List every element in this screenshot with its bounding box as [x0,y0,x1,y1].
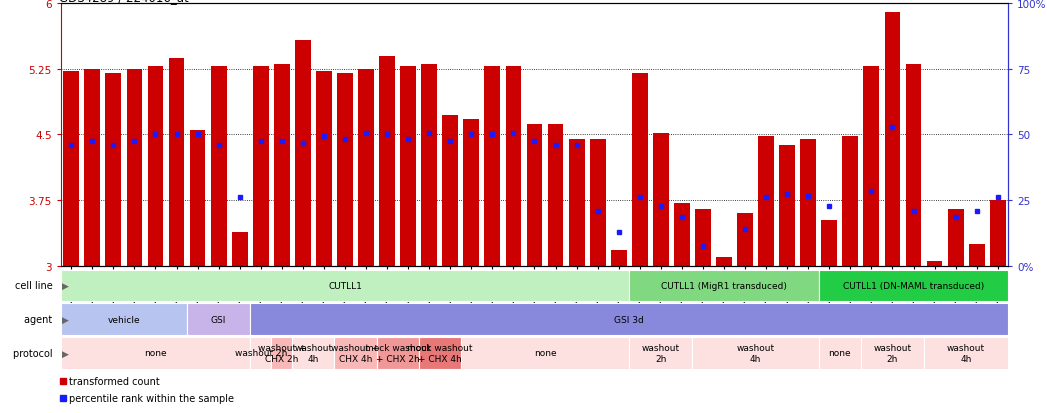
Text: washout
4h: washout 4h [736,344,775,363]
Bar [948,209,963,266]
Text: CUTLL1 (DN-MAML transduced): CUTLL1 (DN-MAML transduced) [843,281,984,290]
Bar [148,67,163,266]
Text: protocol: protocol [13,348,59,358]
Bar [692,337,819,369]
Text: vehicle: vehicle [108,315,140,324]
Bar [250,337,271,369]
Bar [695,209,711,266]
Bar [61,337,250,369]
Bar [629,270,819,301]
Text: CUTLL1 (MigR1 transduced): CUTLL1 (MigR1 transduced) [661,281,787,290]
Text: washout
4h: washout 4h [294,344,333,363]
Bar [843,137,859,266]
Bar [190,131,205,266]
Bar [292,337,334,369]
Text: transformed count: transformed count [69,376,160,386]
Bar [632,74,648,266]
Text: agent: agent [24,314,59,324]
Bar [295,41,311,266]
Text: ▶: ▶ [62,349,69,358]
Bar [629,337,692,369]
Bar [85,69,101,266]
Text: ▶: ▶ [62,315,69,324]
Bar [271,337,292,369]
Text: washout
4h: washout 4h [948,344,985,363]
Bar [548,125,563,266]
Bar [819,270,1008,301]
Text: none: none [828,349,851,358]
Text: GDS4289 / 224016_at: GDS4289 / 224016_at [59,0,188,4]
Bar [250,304,1008,335]
Bar [337,74,353,266]
Bar [379,57,395,266]
Bar [589,140,605,266]
Bar [358,69,374,266]
Bar [653,133,669,266]
Text: none: none [144,349,166,358]
Bar [61,270,629,301]
Bar [127,69,142,266]
Bar [187,304,250,335]
Text: washout +
CHX 2h: washout + CHX 2h [258,344,306,363]
Bar [506,67,521,266]
Text: washout 2h: washout 2h [235,349,287,358]
Bar [758,137,774,266]
Bar [861,337,925,369]
Bar [253,67,269,266]
Text: CUTLL1: CUTLL1 [328,281,362,290]
Bar [419,337,461,369]
Bar [316,72,332,266]
Bar [906,65,921,266]
Bar [377,337,419,369]
Bar [400,67,416,266]
Bar [885,13,900,266]
Bar [716,257,732,266]
Bar [464,119,480,266]
Bar [274,65,290,266]
Bar [210,67,226,266]
Bar [461,337,629,369]
Text: percentile rank within the sample: percentile rank within the sample [69,393,235,403]
Text: GSI 3d: GSI 3d [615,315,644,324]
Text: washout
2h: washout 2h [642,344,680,363]
Bar [443,116,459,266]
Bar [779,145,795,266]
Bar [334,337,377,369]
Text: mock washout
+ CHX 4h: mock washout + CHX 4h [407,344,472,363]
Bar [819,337,861,369]
Bar [527,125,542,266]
Bar [61,304,187,335]
Text: washout
2h: washout 2h [873,344,912,363]
Bar [927,261,942,266]
Bar [485,67,500,266]
Text: GSI: GSI [210,315,226,324]
Bar [421,65,437,266]
Bar [989,200,1005,266]
Bar [737,214,753,266]
Bar [925,337,1008,369]
Text: ▶: ▶ [62,281,69,290]
Bar [822,221,838,266]
Bar [169,59,184,266]
Bar [106,74,121,266]
Bar [569,140,584,266]
Text: washout +
CHX 4h: washout + CHX 4h [331,344,380,363]
Bar [610,250,626,266]
Bar [674,203,690,266]
Text: none: none [534,349,556,358]
Bar [231,233,247,266]
Text: cell line: cell line [15,280,59,290]
Bar [64,72,80,266]
Bar [800,140,816,266]
Bar [864,67,879,266]
Text: mock washout
+ CHX 2h: mock washout + CHX 2h [364,344,430,363]
Bar [968,244,984,266]
